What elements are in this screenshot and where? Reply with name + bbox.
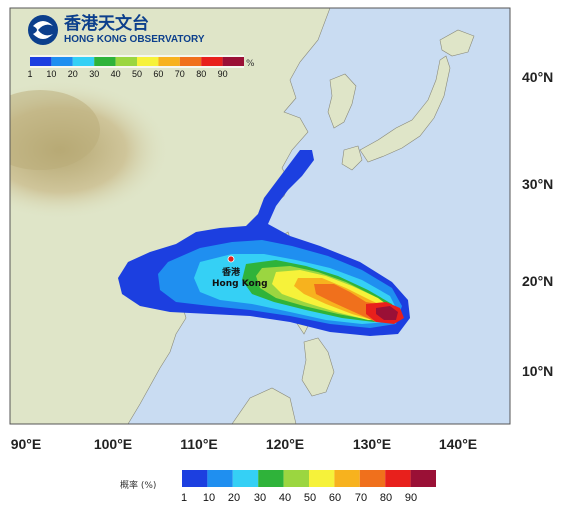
legend-bottom-swatch xyxy=(410,470,436,487)
visayas-mindanao xyxy=(301,337,335,397)
hko-logo: 香港天文台 HONG KONG OBSERVATORY xyxy=(28,13,205,45)
japan-hokkaido xyxy=(439,29,475,57)
lon-label-110e: 110°E xyxy=(180,436,218,452)
legend-top-swatch xyxy=(201,57,223,66)
japan-kyushu xyxy=(341,145,363,171)
legend-bottom-tick: 60 xyxy=(329,492,341,504)
legend-bottom-tick: 1 xyxy=(181,492,187,504)
legend-top-tick: 40 xyxy=(111,69,121,79)
legend-top-tick: 30 xyxy=(89,69,99,79)
legend-top-swatch xyxy=(137,57,159,66)
legend-bottom-swatch xyxy=(283,470,309,487)
legend-bottom-tick: 90 xyxy=(405,492,417,504)
legend-bottom-tick: 70 xyxy=(355,492,367,504)
legend-top-tick: 1 xyxy=(27,69,32,79)
plateau-shade-2 xyxy=(10,90,100,170)
lon-label-100e: 100°E xyxy=(94,436,132,452)
legend-top-swatch xyxy=(72,57,95,66)
borneo xyxy=(231,387,297,424)
lat-label-40n: 40°N xyxy=(522,69,553,85)
legend-top-swatch xyxy=(94,57,116,66)
legend-top-unit: % xyxy=(246,59,255,69)
legend-bottom-tick: 10 xyxy=(203,492,215,504)
map-panel: 香港 Hong Kong % 1 10 20 30 40 50 60 70 80… xyxy=(10,8,510,424)
lon-label-90e: 90°E xyxy=(11,436,42,452)
legend-bottom-swatch xyxy=(182,470,208,487)
legend-top-swatch xyxy=(30,57,52,66)
lon-label-120e: 120°E xyxy=(266,436,304,452)
map-border xyxy=(9,7,511,425)
lat-label-10n: 10°N xyxy=(522,363,553,379)
japan-honshu xyxy=(359,55,451,163)
legend-top-tick: 70 xyxy=(175,69,185,79)
hong-kong-marker xyxy=(227,255,235,263)
probability-contours xyxy=(118,150,410,336)
legend-top-tick: 90 xyxy=(218,69,228,79)
legend-top-swatch xyxy=(158,57,180,66)
legend-bottom-tick: 80 xyxy=(380,492,392,504)
legend-top-tick: 20 xyxy=(68,69,78,79)
korea xyxy=(327,73,357,129)
legend-bottom: 概率 (%) 1 10 20 30 40 50 60 70 80 90 xyxy=(120,470,436,504)
hko-name-en: HONG KONG OBSERVATORY xyxy=(64,34,205,45)
hko-logo-swirl xyxy=(33,21,53,39)
legend-top-tick: 50 xyxy=(132,69,142,79)
legend-top-swatch xyxy=(115,57,137,66)
legend-bottom-tick: 40 xyxy=(279,492,291,504)
legend-bottom-swatch xyxy=(258,470,284,487)
legend-bottom-tick: 30 xyxy=(254,492,266,504)
legend-bottom-swatch xyxy=(385,470,411,487)
hong-kong-label-en: Hong Kong xyxy=(212,279,268,289)
hko-name-cn: 香港天文台 xyxy=(64,13,149,34)
hko-logo-icon xyxy=(28,15,58,45)
lat-label-30n: 30°N xyxy=(522,176,553,192)
lon-label-130e: 130°E xyxy=(353,436,391,452)
legend-bottom-swatch xyxy=(207,470,233,487)
contour-90 xyxy=(376,306,398,320)
legend-top-tick: 80 xyxy=(196,69,206,79)
lon-label-140e: 140°E xyxy=(439,436,477,452)
legend-top: % 1 10 20 30 40 50 60 70 80 90 xyxy=(27,55,255,79)
legend-top-swatch xyxy=(179,57,202,66)
lat-label-20n: 20°N xyxy=(522,273,553,289)
legend-top-tick: 10 xyxy=(46,69,56,79)
legend-top-swatch xyxy=(51,57,73,66)
legend-bottom-swatch xyxy=(359,470,386,487)
legend-top-tick: 60 xyxy=(153,69,163,79)
hong-kong-label-cn: 香港 xyxy=(221,266,241,278)
legend-bottom-swatch xyxy=(309,470,335,487)
legend-bottom-label: 概率 (%) xyxy=(120,479,156,491)
legend-bottom-swatch xyxy=(232,470,259,487)
legend-top-swatch xyxy=(222,57,244,66)
legend-bottom-tick: 50 xyxy=(304,492,316,504)
legend-bottom-tick: 20 xyxy=(228,492,240,504)
legend-bottom-swatch xyxy=(334,470,360,487)
